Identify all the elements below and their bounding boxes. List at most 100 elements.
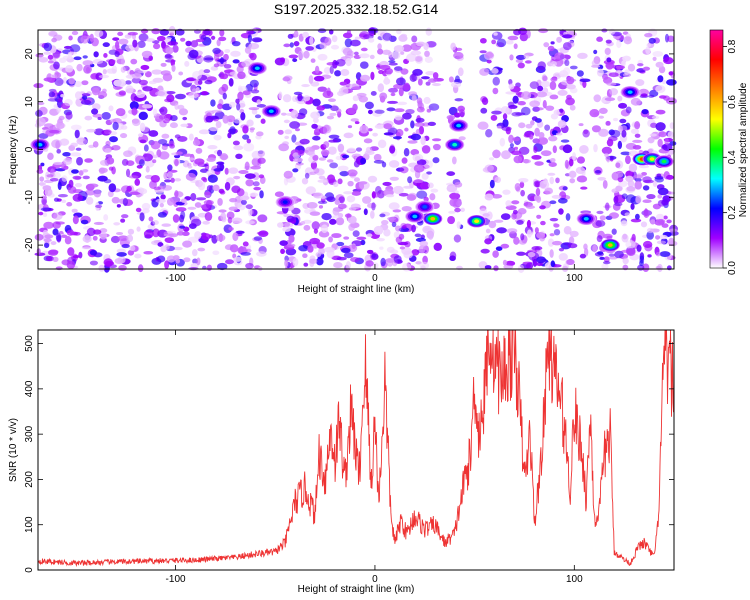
spectrogram-cell xyxy=(395,225,402,232)
spectrogram-cell xyxy=(292,157,304,163)
spectrogram-cell xyxy=(350,256,360,263)
spectrogram-cell xyxy=(507,101,515,108)
spectrogram-cell xyxy=(40,207,52,212)
spectrogram-cell xyxy=(326,196,336,203)
spectrogram-cell xyxy=(223,53,229,61)
spectrogram-cell xyxy=(55,140,61,150)
spectrogram-cell xyxy=(526,29,531,39)
spectrogram-cell xyxy=(640,221,648,228)
spectrogram-cell xyxy=(166,94,175,103)
spectrogram-cell xyxy=(278,91,283,100)
spectrogram-cell xyxy=(161,223,172,227)
spectrogram-cell xyxy=(638,164,650,169)
spectrogram-cell xyxy=(295,162,304,166)
spectrogram-cell xyxy=(353,51,359,56)
spectrogram-cell xyxy=(522,159,531,164)
spectrogram-cell xyxy=(70,152,82,157)
spectrogram-cell xyxy=(284,129,293,135)
spectrogram-cell xyxy=(569,65,578,70)
snr-y-tick-label: 0 xyxy=(24,567,35,573)
spectrogram-cell xyxy=(525,60,532,64)
spectrogram-cell xyxy=(635,79,645,87)
spectrogram-cell xyxy=(182,240,193,248)
spectrogram-cell xyxy=(252,181,260,187)
spectrogram-cell xyxy=(641,171,647,176)
spectrogram-cell xyxy=(304,208,312,214)
spectrogram-cell xyxy=(342,154,350,159)
spectrogram-cell xyxy=(215,234,226,242)
spectrogram-cell xyxy=(174,178,182,182)
spectrogram-cell xyxy=(66,202,73,207)
spectrogram-cell xyxy=(91,108,99,115)
spectrogram-cell xyxy=(387,100,398,104)
spectrogram-cell xyxy=(416,41,426,47)
spectrogram-cell xyxy=(72,175,82,180)
spectrogram-cell xyxy=(165,47,174,55)
spectrogram-cell xyxy=(284,135,290,140)
spectrogram-cell xyxy=(418,245,426,254)
spectrogram-cell xyxy=(598,107,608,115)
spectrogram-cell xyxy=(47,54,54,60)
spectrogram-cell xyxy=(191,249,198,257)
spectrogram-cell xyxy=(508,78,513,85)
spectrogram-cell xyxy=(427,231,434,240)
spectrogram-cell xyxy=(582,80,587,88)
spectrogram-cell xyxy=(531,246,543,251)
spectrogram-cell xyxy=(381,161,387,168)
spectrogram-cell xyxy=(549,200,557,205)
spectrogram-cell xyxy=(428,78,438,83)
spectrogram-cell xyxy=(576,156,585,164)
spectrogram-cell xyxy=(382,181,392,186)
spectrogram-y-tick-label: 20 xyxy=(24,48,35,60)
spectrogram-cell xyxy=(231,40,241,47)
spectrogram-cell xyxy=(334,61,340,65)
spectrogram-cell xyxy=(389,145,396,154)
spectrogram-cell xyxy=(53,212,63,221)
spectrogram-cell xyxy=(256,104,267,108)
spectrogram-cell xyxy=(360,74,371,82)
spectrogram-cell xyxy=(539,180,550,190)
spectrogram-cell xyxy=(509,143,514,148)
spectrogram-cell xyxy=(534,127,540,137)
spectrogram-cell xyxy=(47,97,59,102)
spectrogram-cell xyxy=(531,116,538,121)
spectrogram-cell xyxy=(448,76,454,83)
spectrogram-cell xyxy=(347,180,354,187)
spectrogram-cell xyxy=(666,174,674,180)
spectrogram-cell xyxy=(332,243,339,249)
spectrogram-cell xyxy=(630,203,635,210)
spectrogram-cell xyxy=(513,155,523,164)
spectrogram-cell xyxy=(103,258,113,267)
spectrogram-cell xyxy=(70,142,78,148)
spectrogram-cell xyxy=(179,225,186,229)
spectrogram-cell xyxy=(164,260,170,270)
spectrogram-cell xyxy=(298,50,305,60)
spectrogram-cell xyxy=(285,112,296,116)
spectrogram-cell xyxy=(183,257,191,263)
spectrogram-cell xyxy=(621,129,627,138)
spectrogram-cell xyxy=(229,244,239,253)
spectrogram-cell xyxy=(347,107,356,115)
spectrogram-cell xyxy=(565,259,575,265)
spectrogram-cell xyxy=(602,233,613,239)
spectrogram-cell xyxy=(348,223,356,231)
spectrogram-cell xyxy=(635,213,640,220)
spectrogram-cell xyxy=(299,108,308,116)
spectrogram-cell xyxy=(312,98,321,107)
spectrogram-cell xyxy=(91,87,100,96)
spectrogram-cell xyxy=(454,207,461,213)
spectrogram-cell xyxy=(116,231,124,236)
spectrogram-cell xyxy=(547,238,555,247)
spectrogram-cell xyxy=(491,193,503,199)
spectrogram-cell xyxy=(312,154,319,161)
spectrogram-cell xyxy=(313,75,325,82)
spectrogram-cell xyxy=(654,177,664,183)
spectrogram-cell xyxy=(292,58,298,63)
spectrogram-cell xyxy=(142,153,153,162)
spectrogram-cell xyxy=(111,145,121,151)
spectrogram-cell xyxy=(648,148,654,152)
spectrogram-cell xyxy=(601,146,613,155)
spectrogram-cell xyxy=(238,169,249,174)
colorbar-tick-label: 0.6 xyxy=(727,95,738,109)
spectrogram-cell xyxy=(446,171,456,176)
